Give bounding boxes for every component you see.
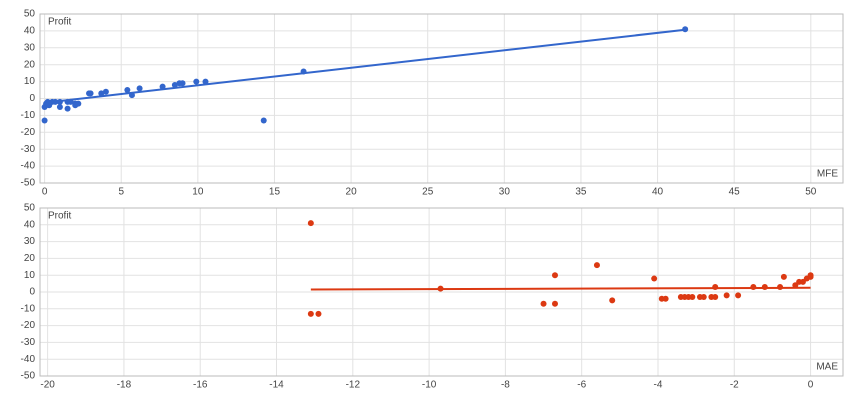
x-tick-label: 25 xyxy=(422,187,434,198)
data-point xyxy=(712,283,719,290)
data-point xyxy=(682,26,689,33)
data-point xyxy=(307,310,314,317)
x-tick-label: -18 xyxy=(117,380,132,391)
data-point xyxy=(689,294,696,301)
data-point xyxy=(193,78,200,85)
x-tick-label: 15 xyxy=(269,187,281,198)
data-point xyxy=(761,283,768,290)
x-tick-label: 50 xyxy=(805,187,817,198)
data-point xyxy=(128,92,135,99)
x-tick-label: -8 xyxy=(501,380,510,391)
x-tick-label: 10 xyxy=(192,187,204,198)
x-tick-label: 40 xyxy=(652,187,664,198)
trend-line xyxy=(44,28,686,104)
x-tick-label: -2 xyxy=(730,380,739,391)
x-axis-label: MAE xyxy=(816,362,838,373)
data-point xyxy=(315,310,322,317)
data-point xyxy=(52,98,59,105)
y-tick-label: -10 xyxy=(21,110,36,121)
y-tick-label: -30 xyxy=(21,337,36,348)
data-point xyxy=(260,117,267,124)
x-tick-label: 0 xyxy=(808,380,814,391)
data-point xyxy=(662,295,669,302)
data-point xyxy=(64,105,71,112)
y-tick-label: 10 xyxy=(24,270,36,281)
y-tick-label: 0 xyxy=(29,287,35,298)
y-tick-label: 50 xyxy=(24,9,36,20)
x-axis-label: MFE xyxy=(817,169,838,180)
x-tick-label: -12 xyxy=(346,380,361,391)
data-point xyxy=(700,294,707,301)
data-point xyxy=(159,83,166,90)
y-tick-label: 30 xyxy=(24,236,36,247)
y-tick-label: -50 xyxy=(21,371,36,382)
x-tick-label: -16 xyxy=(193,380,208,391)
plot-frame xyxy=(39,207,844,377)
data-point xyxy=(593,262,600,269)
trend-line xyxy=(310,286,811,291)
y-tick-label: 40 xyxy=(24,26,36,37)
y-tick-label: -30 xyxy=(21,144,36,155)
data-point xyxy=(41,117,48,124)
y-tick-label: -20 xyxy=(21,127,36,138)
data-point xyxy=(98,90,105,97)
data-point xyxy=(87,90,94,97)
data-point xyxy=(651,275,658,282)
data-point xyxy=(171,81,178,88)
data-point xyxy=(551,272,558,279)
data-point xyxy=(437,285,444,292)
y-tick-label: 30 xyxy=(24,42,36,53)
data-point xyxy=(609,297,616,304)
x-tick-label: -20 xyxy=(40,380,55,391)
x-tick-label: -10 xyxy=(422,380,437,391)
x-tick-label: -4 xyxy=(654,380,663,391)
plot-frame xyxy=(39,13,844,184)
data-point xyxy=(551,300,558,307)
data-point xyxy=(777,283,784,290)
data-point xyxy=(712,294,719,301)
y-axis-label: Profit xyxy=(48,17,72,28)
x-tick-label: 45 xyxy=(729,187,741,198)
data-point xyxy=(56,98,63,105)
y-tick-label: -20 xyxy=(21,320,36,331)
data-point xyxy=(540,300,547,307)
x-tick-label: 30 xyxy=(499,187,511,198)
data-point xyxy=(723,292,730,299)
data-point xyxy=(67,98,74,105)
y-tick-label: -50 xyxy=(21,178,36,189)
y-tick-label: 40 xyxy=(24,219,36,230)
data-point xyxy=(735,292,742,299)
x-tick-label: -6 xyxy=(577,380,586,391)
data-point xyxy=(136,85,143,92)
x-tick-label: 0 xyxy=(42,187,48,198)
data-point xyxy=(750,283,757,290)
y-tick-label: 20 xyxy=(24,59,36,70)
data-point xyxy=(102,88,109,95)
data-point xyxy=(307,220,314,227)
y-axis-label: Profit xyxy=(48,211,72,222)
data-point xyxy=(75,100,82,107)
y-tick-label: 10 xyxy=(24,76,36,87)
data-point xyxy=(780,273,787,280)
data-point xyxy=(202,78,209,85)
data-point xyxy=(179,80,186,87)
x-tick-label: 20 xyxy=(346,187,358,198)
y-tick-label: -40 xyxy=(21,354,36,365)
y-tick-label: 20 xyxy=(24,253,36,264)
x-tick-label: 35 xyxy=(575,187,587,198)
y-tick-label: -40 xyxy=(21,161,36,172)
x-tick-label: -14 xyxy=(269,380,284,391)
data-point xyxy=(43,102,50,109)
y-tick-label: -10 xyxy=(21,303,36,314)
data-point xyxy=(124,87,131,94)
data-point xyxy=(56,103,63,110)
y-tick-label: 50 xyxy=(24,203,36,214)
x-tick-label: 5 xyxy=(118,187,124,198)
data-point xyxy=(807,272,814,279)
y-tick-label: 0 xyxy=(29,93,35,104)
data-point xyxy=(300,68,307,75)
